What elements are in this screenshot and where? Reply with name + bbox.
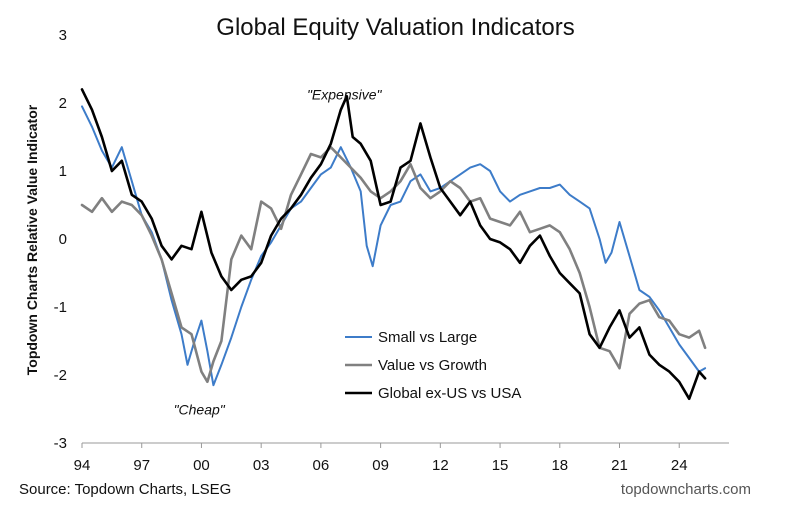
legend-label: Value vs Growth (378, 357, 487, 374)
annotations: "Expensive" "Cheap" (174, 87, 383, 418)
source-note: Source: Topdown Charts, LSEG (19, 481, 232, 498)
x-tick-label: 15 (492, 457, 509, 474)
y-tick-label: -2 (54, 367, 67, 384)
y-tick-label: 1 (59, 163, 67, 180)
y-tick-label: 0 (59, 231, 67, 248)
y-tick-label: 2 (59, 95, 67, 112)
annotation-label: "Expensive" (307, 87, 383, 103)
y-tick-label: 3 (59, 27, 67, 44)
x-tick-label: 03 (253, 457, 270, 474)
x-tick-label: 00 (193, 457, 210, 474)
series-line-1 (81, 105, 707, 387)
series-line-3 (80, 88, 707, 401)
x-tick-label: 06 (313, 457, 330, 474)
legend-label: Global ex-US vs USA (378, 385, 521, 402)
x-tick-label: 94 (74, 457, 91, 474)
x-tick-label: 12 (432, 457, 449, 474)
series-group (80, 88, 707, 401)
x-tick-label: 18 (551, 457, 568, 474)
series-line-2 (80, 145, 707, 384)
x-tick-label: 09 (372, 457, 389, 474)
x-tick-label: 21 (611, 457, 628, 474)
legend: Small vs Large Value vs Growth Global ex-U… (345, 329, 521, 402)
y-tick-label: -3 (54, 435, 67, 452)
annotation-label: "Cheap" (174, 401, 226, 417)
x-tick-label: 97 (133, 457, 150, 474)
chart-title: Global Equity Valuation Indicators (216, 14, 575, 41)
y-tick-label: -1 (54, 299, 67, 316)
x-tick-label: 24 (671, 457, 688, 474)
website-credit: topdowncharts.com (620, 481, 751, 498)
legend-label: Small vs Large (378, 329, 477, 346)
